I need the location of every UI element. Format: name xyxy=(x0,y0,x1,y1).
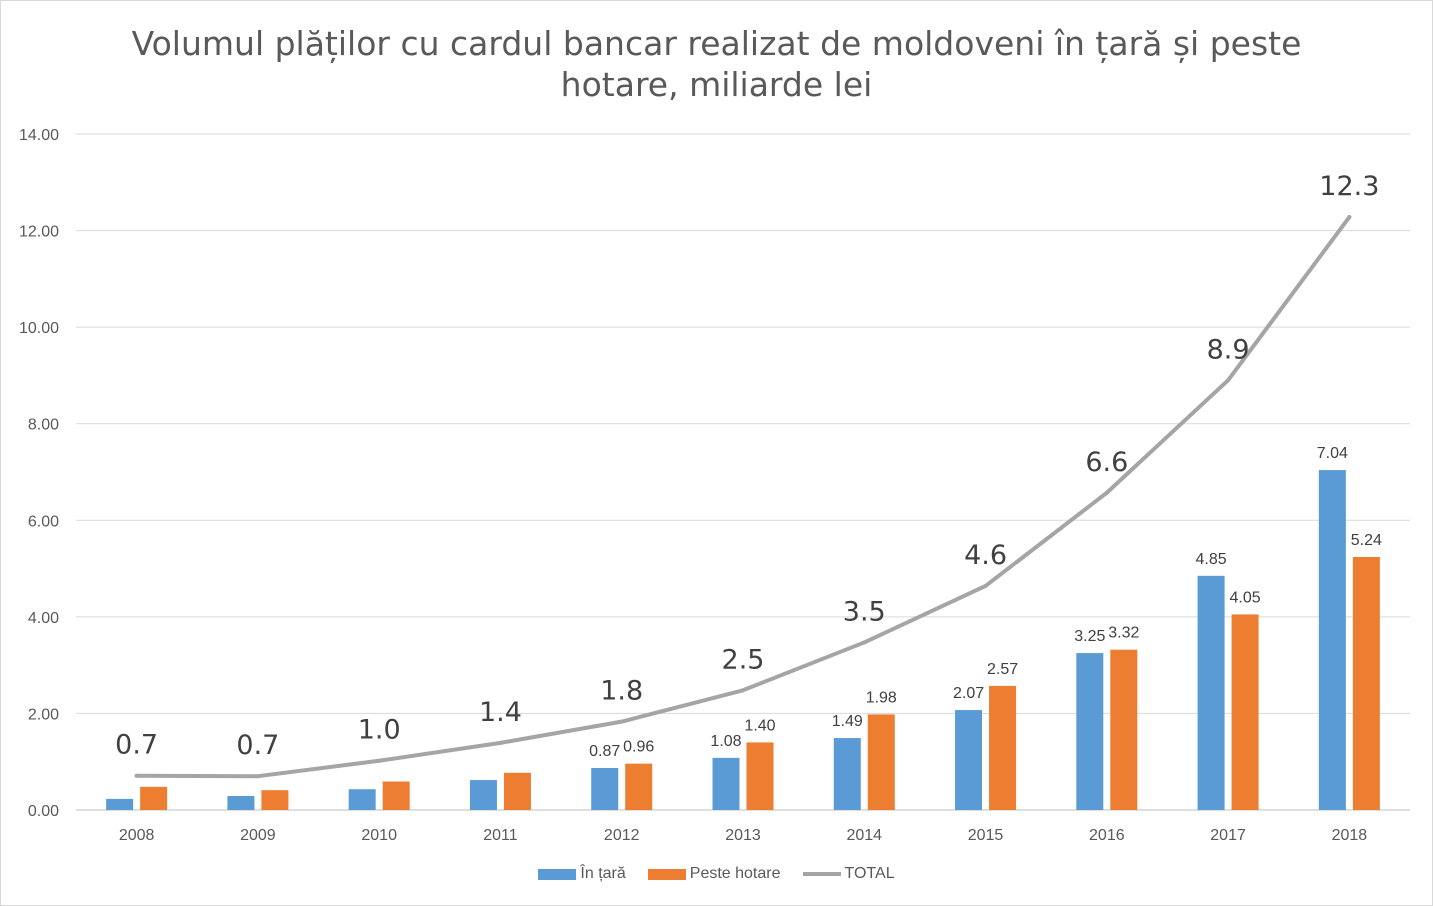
chart-legend: În țară Peste hotare TOTAL xyxy=(1,865,1432,883)
series-line-total xyxy=(134,215,1352,779)
chart-title-line-2: hotare, miliarde lei xyxy=(560,65,873,104)
bar-in-tara-2018 xyxy=(1318,470,1346,810)
legend-label-peste-hotare: Peste hotare xyxy=(689,865,781,882)
bar-peste-hotare-2018 xyxy=(1352,556,1380,810)
x-tick-label-2015: 2015 xyxy=(968,827,1004,844)
data-label-in-tara-2013: 1.08 xyxy=(710,733,741,750)
data-label-total-2011: 1.4 xyxy=(479,697,522,728)
bar-peste-hotare-2011 xyxy=(503,772,531,810)
legend-label-total: TOTAL xyxy=(844,865,895,882)
legend-item-peste-hotare: Peste hotare xyxy=(647,865,781,883)
point-total-2010 xyxy=(377,758,382,763)
chart-title: Volumul plăților cu cardul bancar realiz… xyxy=(1,23,1432,105)
data-label-peste-hotare-2015: 2.57 xyxy=(987,661,1018,678)
x-tick-label-2018: 2018 xyxy=(1332,827,1368,844)
bar-in-tara-2013 xyxy=(712,757,740,810)
data-label-total-2010: 1.0 xyxy=(358,715,401,746)
data-label-total-2016: 6.6 xyxy=(1085,447,1128,478)
data-label-peste-hotare-2014: 1.98 xyxy=(866,689,897,706)
point-total-2011 xyxy=(498,740,503,745)
y-tick-label-4: 8.00 xyxy=(28,417,59,434)
point-total-2017 xyxy=(1226,378,1231,383)
data-label-in-tara-2012: 0.87 xyxy=(589,743,620,760)
data-label-in-tara-2015: 2.07 xyxy=(953,685,984,702)
data-label-total-2013: 2.5 xyxy=(722,644,765,675)
point-total-2015 xyxy=(983,583,988,588)
y-tick-label-2: 4.00 xyxy=(28,610,59,627)
point-total-2009 xyxy=(255,774,260,779)
bar-peste-hotare-2015 xyxy=(989,685,1017,810)
legend-swatch-total xyxy=(802,872,841,876)
legend-swatch-peste-hotare xyxy=(647,868,686,880)
bar-in-tara-2009 xyxy=(227,795,255,810)
data-label-peste-hotare-2017: 4.05 xyxy=(1230,589,1261,606)
bar-peste-hotare-2016 xyxy=(1110,649,1138,810)
x-tick-label-2010: 2010 xyxy=(361,827,397,844)
bar-peste-hotare-2008 xyxy=(140,786,168,810)
data-label-peste-hotare-2018: 5.24 xyxy=(1351,532,1382,549)
bar-in-tara-2017 xyxy=(1197,575,1225,810)
data-label-in-tara-2018: 7.04 xyxy=(1317,445,1348,462)
point-total-2016 xyxy=(1104,490,1109,495)
data-label-total-2014: 3.5 xyxy=(843,596,886,627)
x-tick-label-2016: 2016 xyxy=(1089,827,1125,844)
bar-in-tara-2015 xyxy=(955,710,983,810)
bar-peste-hotare-2012 xyxy=(625,763,653,810)
data-label-peste-hotare-2016: 3.32 xyxy=(1108,625,1139,642)
x-tick-label-2013: 2013 xyxy=(725,827,761,844)
bar-in-tara-2008 xyxy=(106,798,134,810)
legend-item-in-tara: În țară xyxy=(538,865,626,883)
x-tick-label-2008: 2008 xyxy=(119,827,155,844)
bar-in-tara-2016 xyxy=(1076,653,1104,810)
bar-peste-hotare-2014 xyxy=(867,714,895,810)
y-tick-label-7: 14.00 xyxy=(19,127,59,144)
x-tick-label-2017: 2017 xyxy=(1210,827,1246,844)
data-label-total-2009: 0.7 xyxy=(236,730,279,761)
data-label-peste-hotare-2012: 0.96 xyxy=(623,739,654,756)
legend-label-in-tara: În țară xyxy=(580,865,626,882)
chart-title-line-1: Volumul plăților cu cardul bancar realiz… xyxy=(131,24,1302,63)
x-tick-label-2011: 2011 xyxy=(483,827,518,844)
bar-in-tara-2010 xyxy=(348,789,376,810)
bar-in-tara-2011 xyxy=(469,780,497,810)
data-label-in-tara-2016: 3.25 xyxy=(1074,628,1105,645)
point-total-2012 xyxy=(619,719,624,724)
data-label-in-tara-2017: 4.85 xyxy=(1196,551,1227,568)
bar-in-tara-2012 xyxy=(591,767,619,810)
bar-peste-hotare-2009 xyxy=(261,790,289,810)
point-total-2018 xyxy=(1347,215,1352,220)
y-tick-label-5: 10.00 xyxy=(19,320,59,337)
data-label-total-2017: 8.9 xyxy=(1207,334,1250,365)
legend-swatch-in-tara xyxy=(538,868,577,880)
point-total-2013 xyxy=(741,688,745,693)
data-label-total-2012: 1.8 xyxy=(600,676,643,707)
legend-item-total: TOTAL xyxy=(802,865,895,883)
data-label-total-2008: 0.7 xyxy=(115,730,158,761)
bar-in-tara-2014 xyxy=(833,738,861,810)
data-label-peste-hotare-2013: 1.40 xyxy=(744,717,775,734)
x-tick-label-2009: 2009 xyxy=(240,827,276,844)
data-label-total-2015: 4.6 xyxy=(964,540,1007,571)
y-tick-label-3: 6.00 xyxy=(28,513,59,530)
data-label-in-tara-2014: 1.49 xyxy=(832,713,863,730)
y-tick-label-0: 0.00 xyxy=(28,803,59,820)
data-label-total-2018: 12.3 xyxy=(1319,171,1379,202)
x-tick-label-2012: 2012 xyxy=(604,827,640,844)
bar-peste-hotare-2017 xyxy=(1231,614,1259,810)
y-tick-label-6: 12.00 xyxy=(19,224,59,241)
point-total-2008 xyxy=(134,773,139,778)
x-tick-label-2014: 2014 xyxy=(846,827,882,844)
y-tick-label-1: 2.00 xyxy=(28,706,59,723)
bar-peste-hotare-2010 xyxy=(382,781,410,810)
point-total-2014 xyxy=(862,640,867,645)
bar-peste-hotare-2013 xyxy=(746,742,774,810)
